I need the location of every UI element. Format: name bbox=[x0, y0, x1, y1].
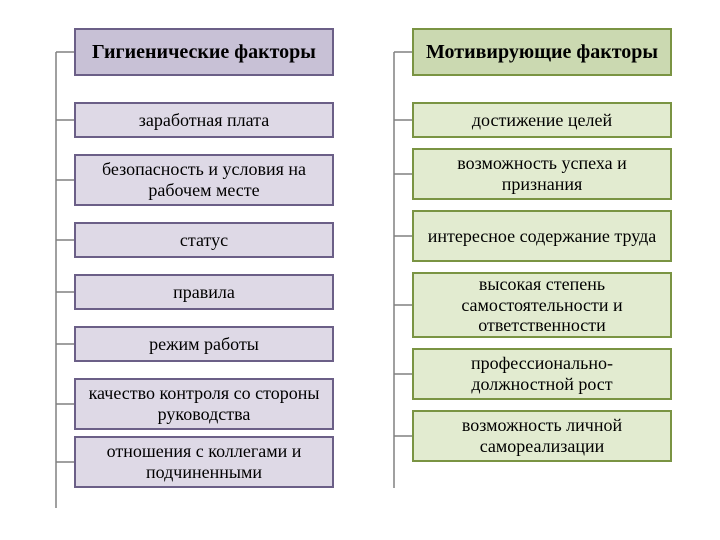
left-item-4: режим работы bbox=[74, 326, 334, 362]
left-item-6: отношения с коллегами и подчиненными bbox=[74, 436, 334, 488]
left-column: Гигиенические факторы заработная плата б… bbox=[74, 28, 334, 488]
left-item-5: качество контроля со стороны руководства bbox=[74, 378, 334, 430]
left-item-1: безопасность и условия на рабочем месте bbox=[74, 154, 334, 206]
right-header: Мотивирующие факторы bbox=[412, 28, 672, 76]
left-header: Гигиенические факторы bbox=[74, 28, 334, 76]
right-column: Мотивирующие факторы достижение целей во… bbox=[412, 28, 672, 462]
right-item-5: возможность личной самореализации bbox=[412, 410, 672, 462]
left-item-3: правила bbox=[74, 274, 334, 310]
right-item-0: достижение целей bbox=[412, 102, 672, 138]
right-item-2: интересное содержание труда bbox=[412, 210, 672, 262]
right-item-3: высокая степень самостоятельности и отве… bbox=[412, 272, 672, 338]
right-item-4: профессионально-должностной рост bbox=[412, 348, 672, 400]
left-item-0: заработная плата bbox=[74, 102, 334, 138]
left-connector-tree bbox=[48, 28, 76, 518]
right-item-1: возможность успеха и признания bbox=[412, 148, 672, 200]
right-connector-tree bbox=[386, 28, 414, 518]
left-item-2: статус bbox=[74, 222, 334, 258]
